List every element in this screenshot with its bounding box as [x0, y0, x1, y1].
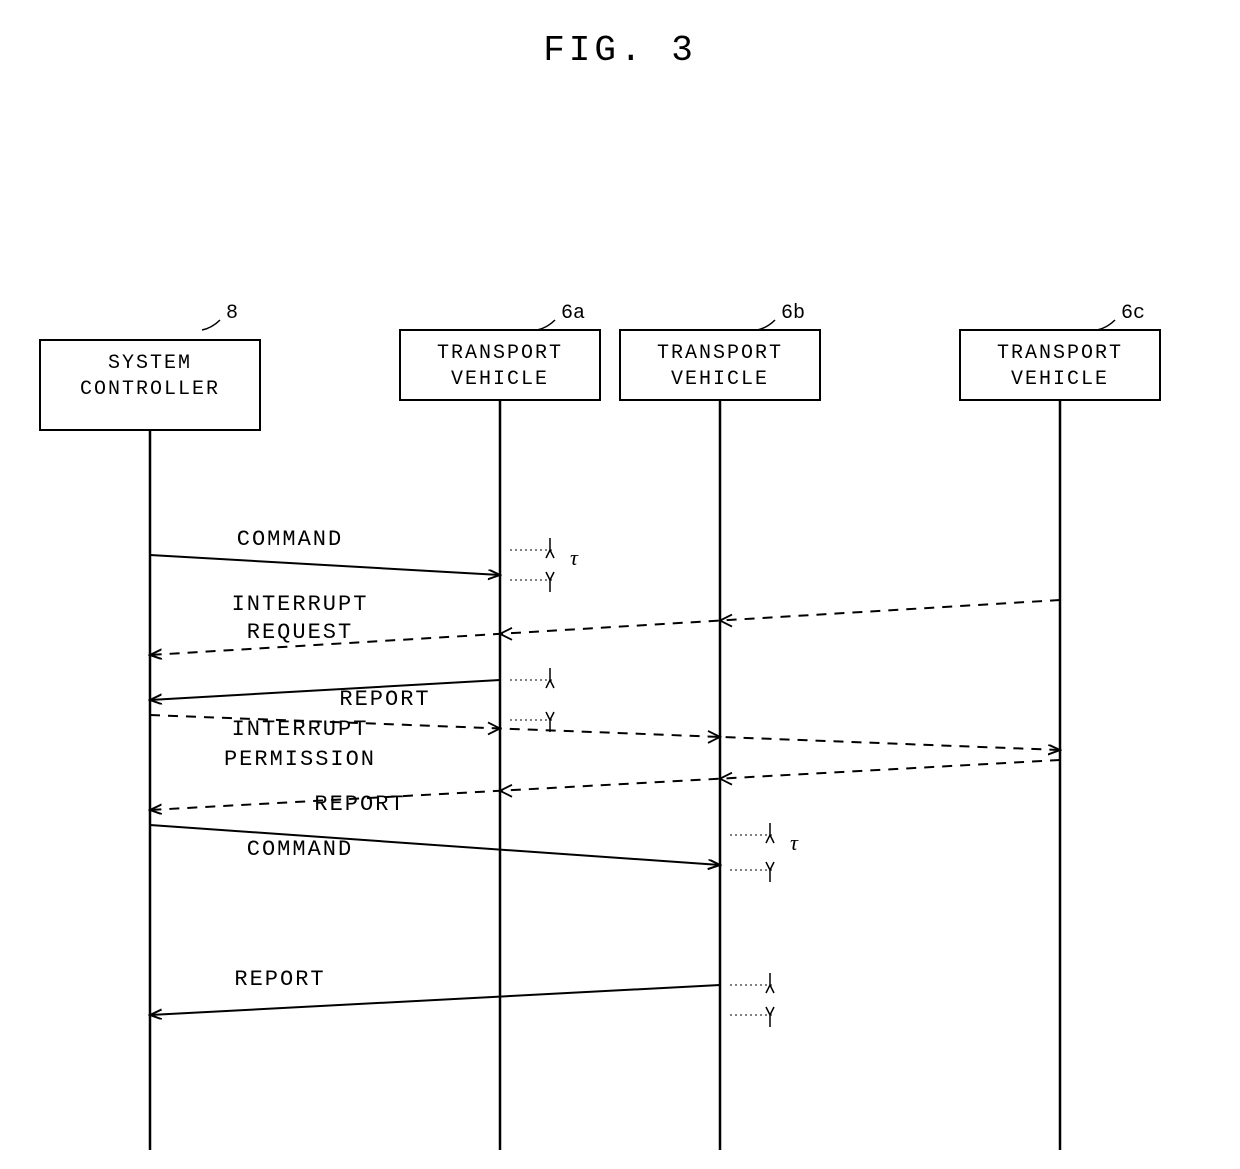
tau-arrowhead — [546, 712, 554, 720]
lifeline-label: VEHICLE — [671, 368, 769, 391]
message-label: COMMAND — [247, 837, 353, 862]
ref-hook — [537, 320, 555, 330]
tau-arrowhead — [766, 862, 774, 870]
pass-arrowhead — [500, 785, 512, 797]
figure-title: FIG. 3 — [543, 30, 697, 71]
tau-arrowhead — [766, 1007, 774, 1015]
message-label: INTERRUPT — [232, 592, 369, 617]
message-label: COMMAND — [237, 527, 343, 552]
message-label: REQUEST — [247, 620, 353, 645]
tau-arrowhead — [766, 985, 774, 993]
message-arrow — [150, 680, 500, 700]
sequence-diagram: FIG. 3 SYSTEM CONTROLLER 8 TRANSPORT VEHICLE 6… — [0, 0, 1240, 1169]
lifeline-id: 6a — [561, 302, 585, 325]
message-label: REPORT — [339, 687, 430, 712]
lifeline-label: SYSTEM — [108, 352, 192, 375]
message-label: REPORT — [234, 967, 325, 992]
message-label: PERMISSION — [224, 747, 376, 772]
message-label: INTERRUPT — [232, 717, 369, 742]
lifeline-label: TRANSPORT — [657, 342, 783, 365]
tau-symbol: τ — [790, 830, 799, 855]
tau-arrowhead — [546, 680, 554, 688]
tau-arrowhead — [546, 550, 554, 558]
lifeline-label: CONTROLLER — [80, 378, 220, 401]
ref-hook — [757, 320, 775, 330]
message-arrow — [150, 555, 500, 575]
ref-hook — [202, 320, 220, 330]
ref-hook — [1097, 320, 1115, 330]
message-arrow — [150, 825, 720, 865]
lifeline-id: 6c — [1121, 302, 1145, 325]
lifeline-label: TRANSPORT — [997, 342, 1123, 365]
pass-arrowhead — [500, 628, 512, 640]
lifeline-label: VEHICLE — [1011, 368, 1109, 391]
tau-arrowhead — [546, 572, 554, 580]
lifeline-id: 6b — [781, 302, 805, 325]
tau-arrowhead — [766, 835, 774, 843]
lifeline-id: 8 — [226, 302, 238, 325]
message-label: REPORT — [314, 792, 405, 817]
lifeline-label: TRANSPORT — [437, 342, 563, 365]
lifeline-label: VEHICLE — [451, 368, 549, 391]
tau-symbol: τ — [570, 545, 579, 570]
